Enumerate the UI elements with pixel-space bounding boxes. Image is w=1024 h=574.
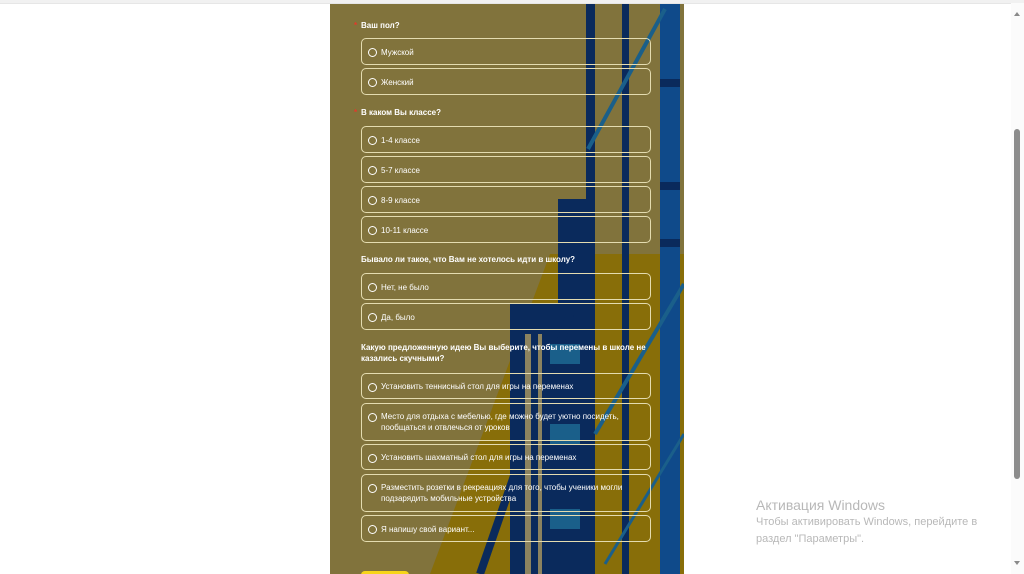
option-label: 8-9 классе <box>381 196 420 205</box>
vertical-scrollbar[interactable] <box>1011 3 1024 574</box>
radio-icon[interactable] <box>368 78 377 87</box>
watermark-title: Активация Windows <box>756 497 886 513</box>
option-label: Установить теннисный стол для игры на пе… <box>381 382 574 391</box>
option-label: Женский <box>381 78 414 87</box>
option-class-10-11[interactable]: 10-11 классе <box>361 216 651 243</box>
option-rest-area[interactable]: Место для отдыха с мебелью, где можно бу… <box>361 403 651 441</box>
building-background-illustration <box>430 4 684 574</box>
scroll-down-arrow-icon[interactable] <box>1014 561 1020 565</box>
option-label: Разместить розетки в рекреациях для того… <box>381 483 623 503</box>
submit-button[interactable] <box>361 571 409 574</box>
radio-icon[interactable] <box>368 525 377 534</box>
question-class: * В каком Вы классе? <box>354 107 661 118</box>
option-tennis-table[interactable]: Установить теннисный стол для игры на пе… <box>361 373 651 399</box>
option-label: Место для отдыха с мебелью, где можно бу… <box>381 412 619 432</box>
radio-icon[interactable] <box>368 454 377 463</box>
radio-icon[interactable] <box>368 484 377 493</box>
option-yes[interactable]: Да, было <box>361 303 651 330</box>
option-label: Мужской <box>381 48 414 57</box>
option-label: Да, было <box>381 313 415 322</box>
option-sockets[interactable]: Разместить розетки в рекреациях для того… <box>361 474 651 512</box>
radio-icon[interactable] <box>368 383 377 392</box>
option-label: 5-7 классе <box>381 166 420 175</box>
radio-icon[interactable] <box>368 413 377 422</box>
question-title: Бывало ли такое, что Вам не хотелось идт… <box>361 255 576 264</box>
question-title: Ваш пол? <box>361 21 400 30</box>
required-mark: * <box>354 21 358 30</box>
question-gender: * Ваш пол? <box>354 20 661 31</box>
option-label: Нет, не было <box>381 283 429 292</box>
radio-icon[interactable] <box>368 313 377 322</box>
option-no[interactable]: Нет, не было <box>361 273 651 300</box>
radio-icon[interactable] <box>368 226 377 235</box>
radio-icon[interactable] <box>368 196 377 205</box>
option-label: Я напишу свой вариант... <box>381 525 475 534</box>
option-class-8-9[interactable]: 8-9 классе <box>361 186 651 213</box>
option-chess-table[interactable]: Установить шахматный стол для игры на пе… <box>361 444 651 470</box>
option-class-1-4[interactable]: 1-4 классе <box>361 126 651 153</box>
radio-icon[interactable] <box>368 136 377 145</box>
survey-form: * Ваш пол? Мужской Женский * В каком Вы … <box>330 4 684 574</box>
question-break-idea: Какую предложенную идею Вы выберите, что… <box>361 342 661 364</box>
question-title: В каком Вы классе? <box>361 108 441 117</box>
option-own-variant[interactable]: Я напишу свой вариант... <box>361 515 651 542</box>
question-school-reluctance: Бывало ли такое, что Вам не хотелось идт… <box>361 254 661 265</box>
scroll-up-arrow-icon[interactable] <box>1014 12 1020 16</box>
option-female[interactable]: Женский <box>361 68 651 95</box>
scrollbar-thumb[interactable] <box>1014 129 1020 479</box>
radio-icon[interactable] <box>368 283 377 292</box>
required-mark: * <box>354 108 358 117</box>
watermark-text: Чтобы активировать Windows, перейдите в … <box>756 516 978 545</box>
option-label: 10-11 классе <box>381 226 429 235</box>
option-male[interactable]: Мужской <box>361 38 651 65</box>
option-label: 1-4 классе <box>381 136 420 145</box>
browser-top-edge <box>0 0 1024 4</box>
option-label: Установить шахматный стол для игры на пе… <box>381 453 577 462</box>
radio-icon[interactable] <box>368 48 377 57</box>
windows-activation-watermark: Активация Windows Чтобы активировать Win… <box>756 496 996 548</box>
option-class-5-7[interactable]: 5-7 классе <box>361 156 651 183</box>
radio-icon[interactable] <box>368 166 377 175</box>
question-title: Какую предложенную идею Вы выберите, что… <box>361 343 646 363</box>
